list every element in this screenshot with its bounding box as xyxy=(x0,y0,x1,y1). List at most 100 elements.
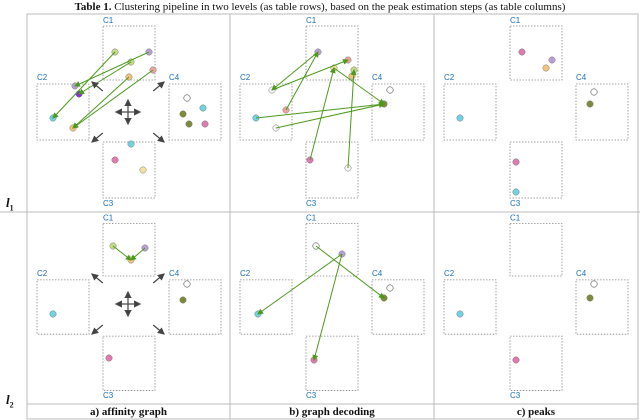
direction-arrow xyxy=(91,273,104,284)
data-point xyxy=(139,166,147,174)
data-point xyxy=(183,94,191,102)
cluster-box xyxy=(305,335,359,391)
panel-l1-peaks: C1 C2 C3 C4 xyxy=(443,16,629,208)
edge-arrow xyxy=(333,67,385,105)
cluster-label: C4 xyxy=(576,73,587,82)
edge-arrow xyxy=(347,69,357,169)
cluster-label: C4 xyxy=(169,269,180,278)
edge-arrow xyxy=(271,51,319,91)
data-point xyxy=(386,284,394,292)
edge-arrow xyxy=(130,247,146,261)
data-point xyxy=(548,56,556,64)
edge-arrow xyxy=(285,51,319,111)
cluster-box xyxy=(443,279,497,335)
data-point xyxy=(518,48,526,56)
direction-arrow xyxy=(152,81,165,92)
cluster-box xyxy=(305,223,359,277)
data-point xyxy=(179,296,187,304)
edge-arrow xyxy=(315,245,385,299)
cluster-box xyxy=(305,25,359,81)
edge-arrow xyxy=(271,59,349,91)
cluster-label: C3 xyxy=(306,391,317,400)
panel-l2-graph-decoding: C1 C2 C3 C4 xyxy=(239,214,425,400)
cluster-label: C1 xyxy=(510,214,521,223)
cluster-box xyxy=(168,83,222,141)
cluster-box xyxy=(443,83,497,141)
cluster-label: C1 xyxy=(103,16,114,25)
cluster-box xyxy=(371,279,425,335)
cluster-box xyxy=(168,279,222,335)
cluster-label: C4 xyxy=(169,73,180,82)
cluster-label: C1 xyxy=(306,16,317,25)
direction-arrow xyxy=(91,324,104,335)
cluster-label: C3 xyxy=(510,199,521,208)
cluster-box xyxy=(102,141,156,199)
cluster-label: C1 xyxy=(510,16,521,25)
cluster-label: C3 xyxy=(306,199,317,208)
direction-arrow xyxy=(152,132,165,143)
edge-arrow xyxy=(255,101,385,119)
edge-arrow xyxy=(275,102,385,129)
edge-arrow xyxy=(257,253,343,315)
cluster-label: C2 xyxy=(240,269,251,278)
cluster-label: C2 xyxy=(240,73,251,82)
cluster-box xyxy=(575,279,629,335)
data-point xyxy=(512,188,520,196)
data-point xyxy=(590,88,598,96)
data-point xyxy=(512,356,520,364)
data-point xyxy=(111,156,119,164)
panel-l2-affinity-graph: C1 C2 C3 C4 xyxy=(36,214,222,400)
data-point xyxy=(586,294,594,302)
data-point xyxy=(183,280,191,288)
edge-arrow xyxy=(312,253,343,361)
direction-arrow xyxy=(91,81,104,92)
direction-arrow xyxy=(152,324,165,335)
row-label-l1: l1 xyxy=(6,195,14,213)
panel-l1-affinity-graph: C1 C2 C3 C4 xyxy=(36,16,222,208)
column-label-affinity-graph: a) affinity graph xyxy=(90,406,167,418)
cluster-box xyxy=(239,279,293,335)
edge-arrow xyxy=(78,61,132,95)
cluster-box xyxy=(575,83,629,141)
column-label-peaks: c) peaks xyxy=(516,406,556,418)
data-point xyxy=(512,158,520,166)
cluster-box xyxy=(36,279,90,335)
cluster-label: C2 xyxy=(444,269,455,278)
cluster-label: C4 xyxy=(372,73,383,82)
cluster-box xyxy=(509,335,563,391)
edge-arrow xyxy=(112,245,132,261)
data-point xyxy=(201,120,209,128)
cluster-label: C1 xyxy=(103,214,114,223)
data-point xyxy=(185,120,193,128)
direction-arrow xyxy=(91,132,104,143)
cluster-label: C2 xyxy=(37,269,48,278)
data-point xyxy=(590,280,598,288)
cluster-label: C3 xyxy=(103,391,114,400)
cluster-box xyxy=(371,83,425,141)
cluster-label: C2 xyxy=(444,73,455,82)
data-point xyxy=(586,100,594,108)
row-label-l2: l2 xyxy=(6,392,14,410)
edge-arrow xyxy=(309,67,336,161)
data-point xyxy=(179,110,187,118)
data-point xyxy=(105,354,113,362)
cluster-label: C3 xyxy=(103,199,114,208)
edge-arrow xyxy=(74,51,150,87)
cluster-label: C2 xyxy=(37,73,48,82)
cluster-label: C1 xyxy=(306,214,317,223)
direction-arrow xyxy=(152,273,165,284)
table-caption: Table 1. Clustering pipeline in two leve… xyxy=(0,0,640,14)
cluster-box xyxy=(509,223,563,277)
data-point xyxy=(199,104,207,112)
data-point xyxy=(456,310,464,318)
column-label-graph-decoding: b) graph decoding xyxy=(289,406,375,418)
cluster-box xyxy=(102,223,156,277)
cluster-box xyxy=(509,25,563,81)
edge-arrow xyxy=(52,51,116,119)
cluster-label: C4 xyxy=(576,269,587,278)
caption-label: Table 1. xyxy=(74,1,112,13)
cluster-box xyxy=(102,335,156,391)
panel-l2-peaks: C1 C2 C3 C4 xyxy=(443,214,629,400)
data-point xyxy=(49,310,57,318)
